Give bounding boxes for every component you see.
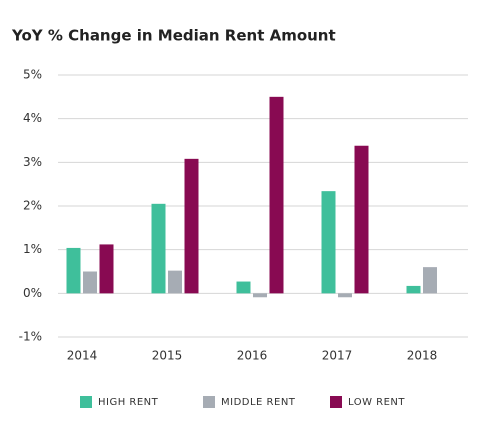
bar [253, 293, 267, 298]
bar [83, 271, 97, 294]
bar [321, 191, 336, 294]
y-tick-label: 3% [23, 155, 42, 169]
y-tick-label: 4% [23, 111, 42, 125]
y-tick-label: 5% [23, 68, 42, 82]
legend-label: HIGH RENT [98, 397, 159, 408]
x-tick-label: 2014 [67, 349, 98, 363]
legend-label: LOW RENT [348, 397, 405, 408]
y-tick-label: 0% [23, 286, 42, 300]
x-tick-label: 2016 [237, 349, 268, 363]
x-tick-label: 2018 [407, 349, 438, 363]
legend-swatch [80, 396, 92, 408]
bar [406, 285, 421, 294]
chart-title: YoY % Change in Median Rent Amount [11, 27, 336, 45]
bar [66, 247, 81, 294]
y-tick-label: 1% [23, 242, 42, 256]
bar [423, 267, 437, 294]
bar [151, 203, 166, 294]
bar [269, 96, 284, 294]
legend-swatch [203, 396, 215, 408]
bar [184, 158, 199, 294]
y-tick-label: 2% [23, 199, 42, 213]
legend-label: MIDDLE RENT [221, 397, 296, 408]
legend-swatch [330, 396, 342, 408]
bar [354, 145, 369, 294]
x-tick-label: 2015 [152, 349, 183, 363]
x-tick-label: 2017 [322, 349, 353, 363]
bar [236, 281, 251, 294]
y-tick-label: -1% [19, 330, 42, 344]
bar [168, 270, 182, 294]
bar [338, 293, 352, 298]
bar [99, 244, 114, 294]
